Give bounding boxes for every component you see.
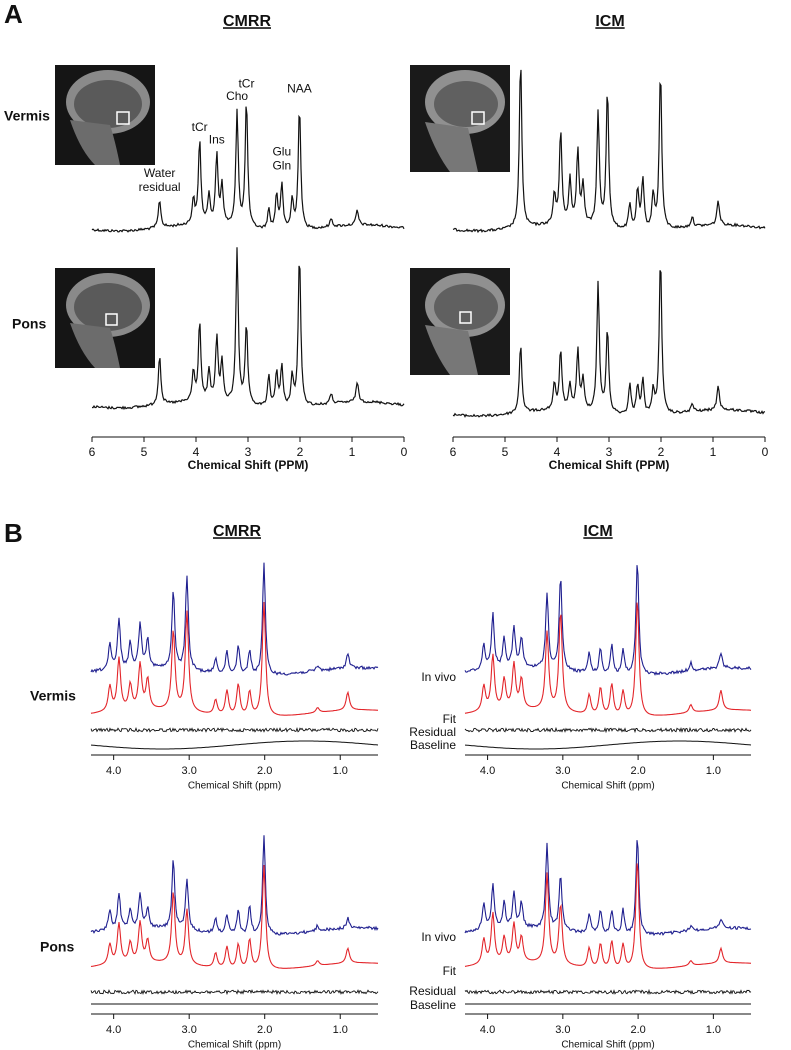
x-tick-label: 5 xyxy=(141,445,148,459)
residual-trace xyxy=(90,726,379,733)
x-tick-label: 4 xyxy=(554,445,561,459)
peak-label: Glu xyxy=(272,145,291,159)
x-tick-label: 1.0 xyxy=(333,765,348,777)
peak-label: NAA xyxy=(287,81,312,95)
x-tick-label: 4.0 xyxy=(480,765,495,777)
peak-label: tCr xyxy=(192,120,208,134)
x-tick-label: 0 xyxy=(401,445,408,459)
x-tick-label: 1.0 xyxy=(706,765,721,777)
x-tick-label: 3 xyxy=(606,445,613,459)
spectrum xyxy=(91,106,405,233)
x-tick-label: 6 xyxy=(450,445,457,459)
x-tick-label: 2.0 xyxy=(257,765,272,777)
fit-spectrum xyxy=(90,864,379,969)
column-title: ICM xyxy=(583,523,612,540)
peak-label: residual xyxy=(139,180,181,194)
x-tick-label: 1 xyxy=(710,445,717,459)
row-label: Vermis xyxy=(30,688,76,704)
x-tick-label: 4.0 xyxy=(106,765,121,777)
trace-label: In vivo xyxy=(421,670,456,684)
x-axis-title: Chemical Shift (PPM) xyxy=(549,458,670,472)
row-label: Pons xyxy=(40,939,74,955)
trace-label: Fit xyxy=(443,712,457,726)
x-tick-label: 4.0 xyxy=(106,1024,121,1036)
x-tick-label: 3.0 xyxy=(555,1024,570,1036)
baseline-trace xyxy=(465,740,752,750)
column-title: CMRR xyxy=(213,523,261,540)
mri-thumbnail xyxy=(55,65,155,165)
x-tick-label: 4 xyxy=(193,445,200,459)
in-vivo-spectrum xyxy=(90,835,379,936)
residual-trace xyxy=(90,989,379,996)
x-tick-label: 2.0 xyxy=(630,1024,645,1036)
x-tick-label: 2 xyxy=(297,445,304,459)
x-axis-title: Chemical Shift (ppm) xyxy=(561,781,654,792)
x-tick-label: 1.0 xyxy=(333,1024,348,1036)
peak-label: tCr xyxy=(238,77,254,91)
row-label: Pons xyxy=(12,316,46,332)
x-tick-label: 0 xyxy=(762,445,769,459)
in-vivo-spectrum xyxy=(90,562,379,676)
x-tick-label: 3 xyxy=(245,445,252,459)
spectrum xyxy=(91,247,405,411)
in-vivo-spectrum xyxy=(464,840,752,937)
mri-thumbnail xyxy=(55,268,155,368)
x-tick-label: 3.0 xyxy=(555,765,570,777)
baseline-trace xyxy=(91,740,379,750)
trace-label: Residual xyxy=(409,725,456,739)
peak-label: Water xyxy=(144,166,176,180)
x-tick-label: 3.0 xyxy=(182,765,197,777)
x-tick-label: 2 xyxy=(658,445,665,459)
peak-label: Gln xyxy=(272,159,291,173)
column-title: CMRR xyxy=(223,13,271,30)
fit-spectrum xyxy=(464,863,752,969)
x-axis-title: Chemical Shift (ppm) xyxy=(188,1040,281,1050)
peak-label: Ins xyxy=(209,133,225,147)
mri-thumbnail xyxy=(410,65,510,172)
x-tick-label: 4.0 xyxy=(480,1024,495,1036)
in-vivo-spectrum xyxy=(464,565,752,676)
mri-thumbnail xyxy=(410,268,510,375)
column-title: ICM xyxy=(595,13,624,30)
panel-label: A xyxy=(4,0,23,29)
x-tick-label: 2.0 xyxy=(630,765,645,777)
peak-label: Cho xyxy=(226,89,248,103)
trace-label: In vivo xyxy=(421,930,456,944)
x-tick-label: 1.0 xyxy=(706,1024,721,1036)
x-tick-label: 3.0 xyxy=(182,1024,197,1036)
spectrum xyxy=(452,270,766,418)
x-tick-label: 1 xyxy=(349,445,356,459)
trace-label: Residual xyxy=(409,984,456,998)
x-tick-label: 2.0 xyxy=(257,1024,272,1036)
x-axis-title: Chemical Shift (ppm) xyxy=(561,1040,654,1050)
row-label: Vermis xyxy=(4,108,50,124)
residual-trace xyxy=(464,726,752,734)
residual-trace xyxy=(464,988,752,995)
x-tick-label: 6 xyxy=(89,445,96,459)
x-axis-title: Chemical Shift (PPM) xyxy=(188,458,309,472)
spectrum xyxy=(452,69,766,234)
fit-spectrum xyxy=(464,602,752,716)
trace-label: Fit xyxy=(443,964,457,978)
trace-label: Baseline xyxy=(410,998,456,1012)
x-axis-title: Chemical Shift (ppm) xyxy=(188,781,281,792)
fit-spectrum xyxy=(90,601,379,716)
x-tick-label: 5 xyxy=(502,445,509,459)
trace-label: Baseline xyxy=(410,738,456,752)
panel-label: B xyxy=(4,518,23,548)
